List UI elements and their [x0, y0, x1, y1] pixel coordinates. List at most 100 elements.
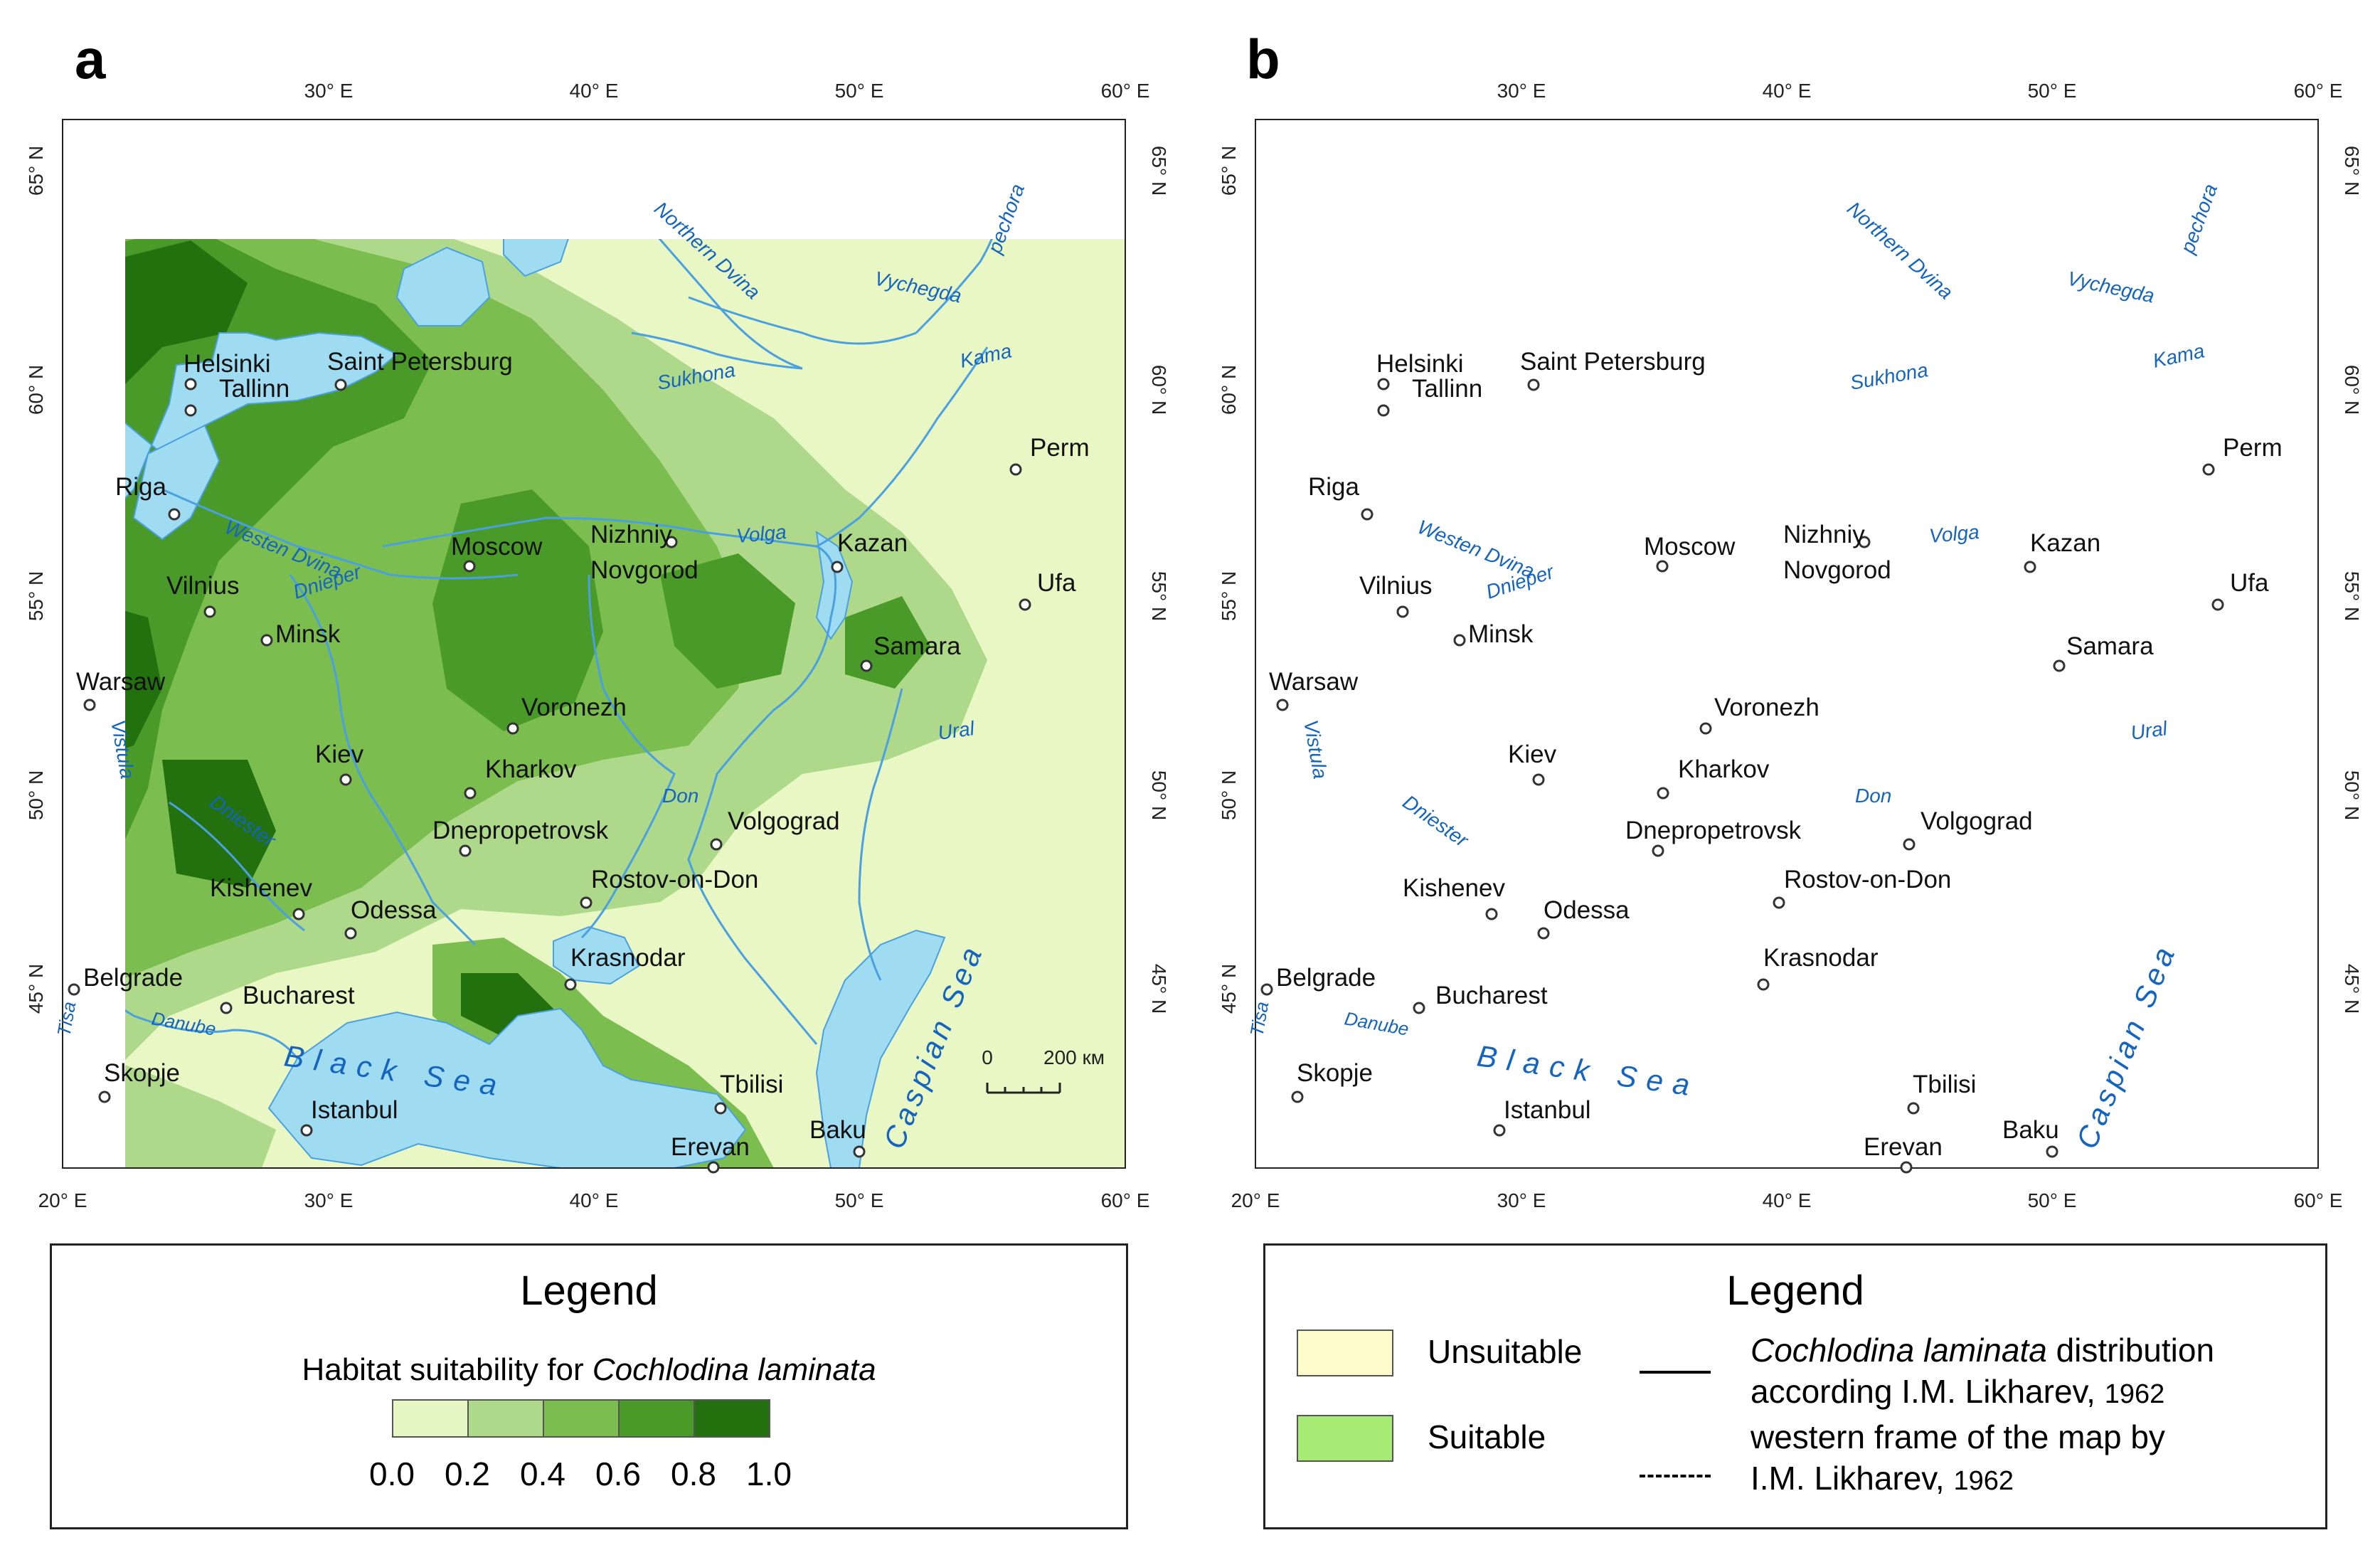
city-marker — [344, 927, 357, 940]
water-label-danube: Danube — [1343, 1007, 1411, 1039]
city-label: Belgrade — [83, 964, 183, 992]
city-marker — [334, 378, 347, 391]
water-label-vychegda: Vychegda — [2066, 267, 2157, 307]
frame-text: western frame of the map by I.M. Likhare… — [1751, 1416, 2165, 1502]
distribution-species: Cochlodina laminata — [1751, 1332, 2047, 1369]
lat-tick-right: 60° N — [1148, 365, 1170, 415]
city-label: Volgograd — [728, 807, 840, 835]
legend-caption: Habitat suitability for Cochlodina lamin… — [52, 1352, 1126, 1388]
lon-tick-bottom: 20° E — [1231, 1189, 1280, 1211]
city-labels-b: Helsinki Saint Petersburg Tallinn Riga Vilni… — [1260, 348, 2283, 1174]
city-label: Kharkov — [485, 755, 577, 783]
frame-line1: western frame of the map by — [1751, 1418, 2165, 1455]
city-marker — [665, 536, 678, 548]
city-marker — [184, 404, 197, 417]
city-marker — [1903, 838, 1916, 851]
legend-a: Legend Habitat suitability for Cochlodin… — [50, 1243, 1128, 1529]
water-label-tisa: Tisa — [53, 1000, 80, 1038]
city-label: Istanbul — [1504, 1096, 1591, 1124]
lon-tick-top: 30° E — [1497, 80, 1546, 102]
lon-tick-bottom: 30° E — [304, 1189, 354, 1211]
water-label-ural: Ural — [2130, 717, 2169, 744]
lon-tick-bottom: 20° E — [38, 1189, 87, 1211]
water-label-black-sea: Black Sea — [1475, 1039, 1702, 1103]
city-label: Volgograd — [1921, 807, 2033, 835]
water-label-volga: Volga — [735, 521, 787, 547]
city-marker — [1453, 634, 1466, 647]
water-label-sukhona: Sukhona — [1849, 359, 1930, 394]
city-label: Helsinki — [1376, 350, 1464, 378]
city-label: Tallinn — [219, 375, 289, 403]
water-label-don: Don — [1855, 785, 1891, 807]
bin-label: 0.0 — [369, 1455, 415, 1492]
lon-tick-bottom: 50° E — [835, 1189, 884, 1211]
city-label: Minsk — [1468, 620, 1534, 648]
scale-distance: 200 км — [1043, 1046, 1105, 1068]
city-marker — [83, 699, 96, 711]
city-marker — [203, 605, 216, 618]
water-label-pechora: pechora — [2176, 181, 2221, 257]
city-label: Dnepropetrovsk — [432, 817, 609, 844]
city-marker — [2211, 598, 2224, 611]
city-marker — [580, 896, 593, 909]
city-label: Ufa — [1037, 569, 1076, 597]
city-label: Nizhniy — [1783, 521, 1865, 548]
city-marker — [1009, 463, 1022, 476]
lat-tick-left: 50° N — [1218, 770, 1240, 820]
panel-label-a: a — [75, 28, 106, 90]
city-label: Voronezh — [1714, 694, 1819, 721]
city-label: Krasnodar — [570, 944, 686, 972]
lat-tick-left: 65° N — [1218, 146, 1240, 196]
frame-year: 1962 — [1953, 1466, 2014, 1496]
city-label: Helsinki — [184, 350, 271, 378]
city-label: Vilnius — [166, 572, 239, 600]
lat-tick-right: 55° N — [2341, 571, 2363, 621]
city-label: Saint Petersburg — [1520, 348, 1706, 376]
city-label: Moscow — [451, 533, 543, 561]
lon-tick-top: 60° E — [1101, 80, 1150, 102]
lat-tick-left: 50° N — [25, 770, 47, 820]
city-marker — [1019, 598, 1031, 611]
bin-label: 0.6 — [595, 1455, 641, 1492]
city-marker — [1276, 699, 1289, 711]
city-marker — [1657, 787, 1669, 800]
city-label: Odessa — [351, 896, 437, 924]
city-label: Skopje — [104, 1059, 180, 1087]
frame-source: I.M. Likharev, — [1751, 1460, 1945, 1497]
city-marker — [98, 1090, 111, 1103]
city-marker — [168, 508, 181, 521]
lat-tick-right: 45° N — [1148, 964, 1170, 1014]
water-label-ural: Ural — [937, 717, 977, 744]
lon-tick-bottom: 40° E — [570, 1189, 619, 1211]
lat-tick-left: 60° N — [25, 365, 47, 415]
city-label: Minsk — [275, 620, 341, 648]
city-marker — [1757, 978, 1770, 991]
city-marker — [1532, 773, 1545, 786]
lon-tick-top: 40° E — [570, 80, 619, 102]
city-marker — [2053, 659, 2066, 672]
city-marker — [1377, 404, 1390, 417]
city-label: Odessa — [1544, 896, 1630, 924]
city-label: Saint Petersburg — [327, 348, 513, 376]
water-label-don: Don — [662, 785, 698, 807]
city-marker — [2024, 561, 2036, 573]
axis-ticks-a: 30° E 40° E 50° E 60° E 20° E 30° E 40° … — [25, 80, 1170, 1211]
city-marker — [1413, 1002, 1425, 1014]
city-marker — [1396, 605, 1409, 618]
city-marker — [260, 634, 273, 647]
suitability-bin-swatch — [392, 1399, 469, 1438]
city-label: Samara — [873, 632, 961, 660]
city-label: Nizhniy — [590, 521, 672, 548]
lon-tick-bottom: 50° E — [2028, 1189, 2077, 1211]
panel-label-b: b — [1246, 28, 1280, 90]
lat-tick-left: 45° N — [1218, 964, 1240, 1014]
city-label: Rostov-on-Don — [591, 866, 758, 893]
city-marker — [1656, 560, 1669, 573]
city-marker — [220, 1002, 233, 1014]
city-label: Kharkov — [1678, 755, 1770, 783]
city-label: Riga — [1308, 473, 1360, 501]
caption-species: Cochlodina laminata — [592, 1352, 876, 1387]
city-label: Dnepropetrovsk — [1625, 817, 1802, 844]
city-marker — [184, 378, 197, 391]
city-label: Belgrade — [1276, 964, 1376, 992]
